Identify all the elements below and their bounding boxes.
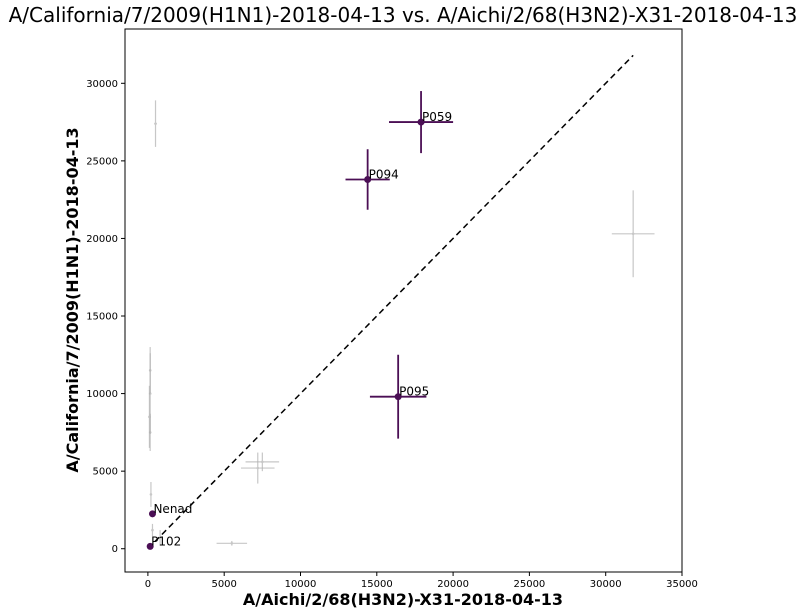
point-marker (148, 510, 156, 518)
y-axis-ticks: 0 5000 10000 15000 20000 25000 30000 (86, 79, 125, 555)
background-point (216, 540, 248, 546)
chart-title: A/California/7/2009(H1N1)-2018-04-13 vs.… (9, 3, 798, 27)
background-point (154, 100, 157, 147)
x-tick-label: 35000 (666, 579, 698, 590)
point-label: P095 (399, 385, 429, 399)
background-point (240, 452, 275, 484)
y-tick-label: 20000 (86, 234, 118, 245)
x-tick-label: 25000 (513, 579, 545, 590)
highlighted-points: P059 P094 P095 Nenad P102 (146, 91, 454, 550)
x-tick-label: 15000 (361, 579, 393, 590)
x-tick-label: 30000 (590, 579, 622, 590)
y-axis-label: A/California/7/2009(H1N1)-2018-04-13 (63, 127, 82, 472)
y-tick-label: 25000 (86, 156, 118, 167)
background-point (148, 413, 152, 451)
background-point (611, 190, 655, 278)
point-marker (417, 118, 425, 126)
point-label: P059 (422, 110, 452, 124)
background-marker (151, 528, 154, 532)
point-marker (146, 542, 154, 550)
highlighted-point: P094 (345, 149, 399, 210)
point-label: P102 (151, 534, 181, 548)
highlighted-point: Nenad (148, 502, 192, 518)
background-marker (148, 369, 152, 372)
plot-area (124, 28, 683, 573)
background-marker (230, 541, 234, 545)
highlighted-point: P059 (389, 91, 454, 154)
background-point (245, 452, 280, 472)
background-point (148, 347, 152, 394)
y-tick-label: 30000 (86, 79, 118, 90)
identity-line (147, 54, 634, 550)
background-marker (149, 493, 153, 496)
x-tick-label: 0 (145, 579, 151, 590)
highlighted-point: P095 (369, 354, 429, 439)
background-point (151, 523, 154, 537)
x-tick-label: 5000 (211, 579, 236, 590)
point-label: Nenad (153, 502, 192, 516)
background-points (148, 100, 655, 546)
x-axis-label: A/Aichi/2/68(H3N2)-X31-2018-04-13 (243, 590, 563, 609)
y-tick-label: 15000 (86, 312, 118, 323)
y-tick-label: 10000 (86, 389, 118, 400)
y-tick-label: 0 (112, 544, 118, 555)
y-tick-label: 5000 (93, 467, 118, 478)
background-marker (158, 536, 162, 540)
point-label: P094 (369, 167, 399, 181)
background-marker (154, 122, 157, 125)
background-marker (631, 232, 635, 236)
background-marker (256, 466, 260, 470)
point-marker (394, 393, 402, 401)
point-marker (364, 175, 372, 183)
x-tick-label: 10000 (285, 579, 317, 590)
x-axis-ticks: 0 5000 10000 15000 20000 25000 30000 35000 (145, 572, 698, 590)
background-marker (261, 460, 264, 464)
background-marker (148, 431, 152, 434)
background-point (149, 482, 153, 507)
x-tick-label: 20000 (437, 579, 469, 590)
highlighted-point: P102 (146, 534, 181, 550)
